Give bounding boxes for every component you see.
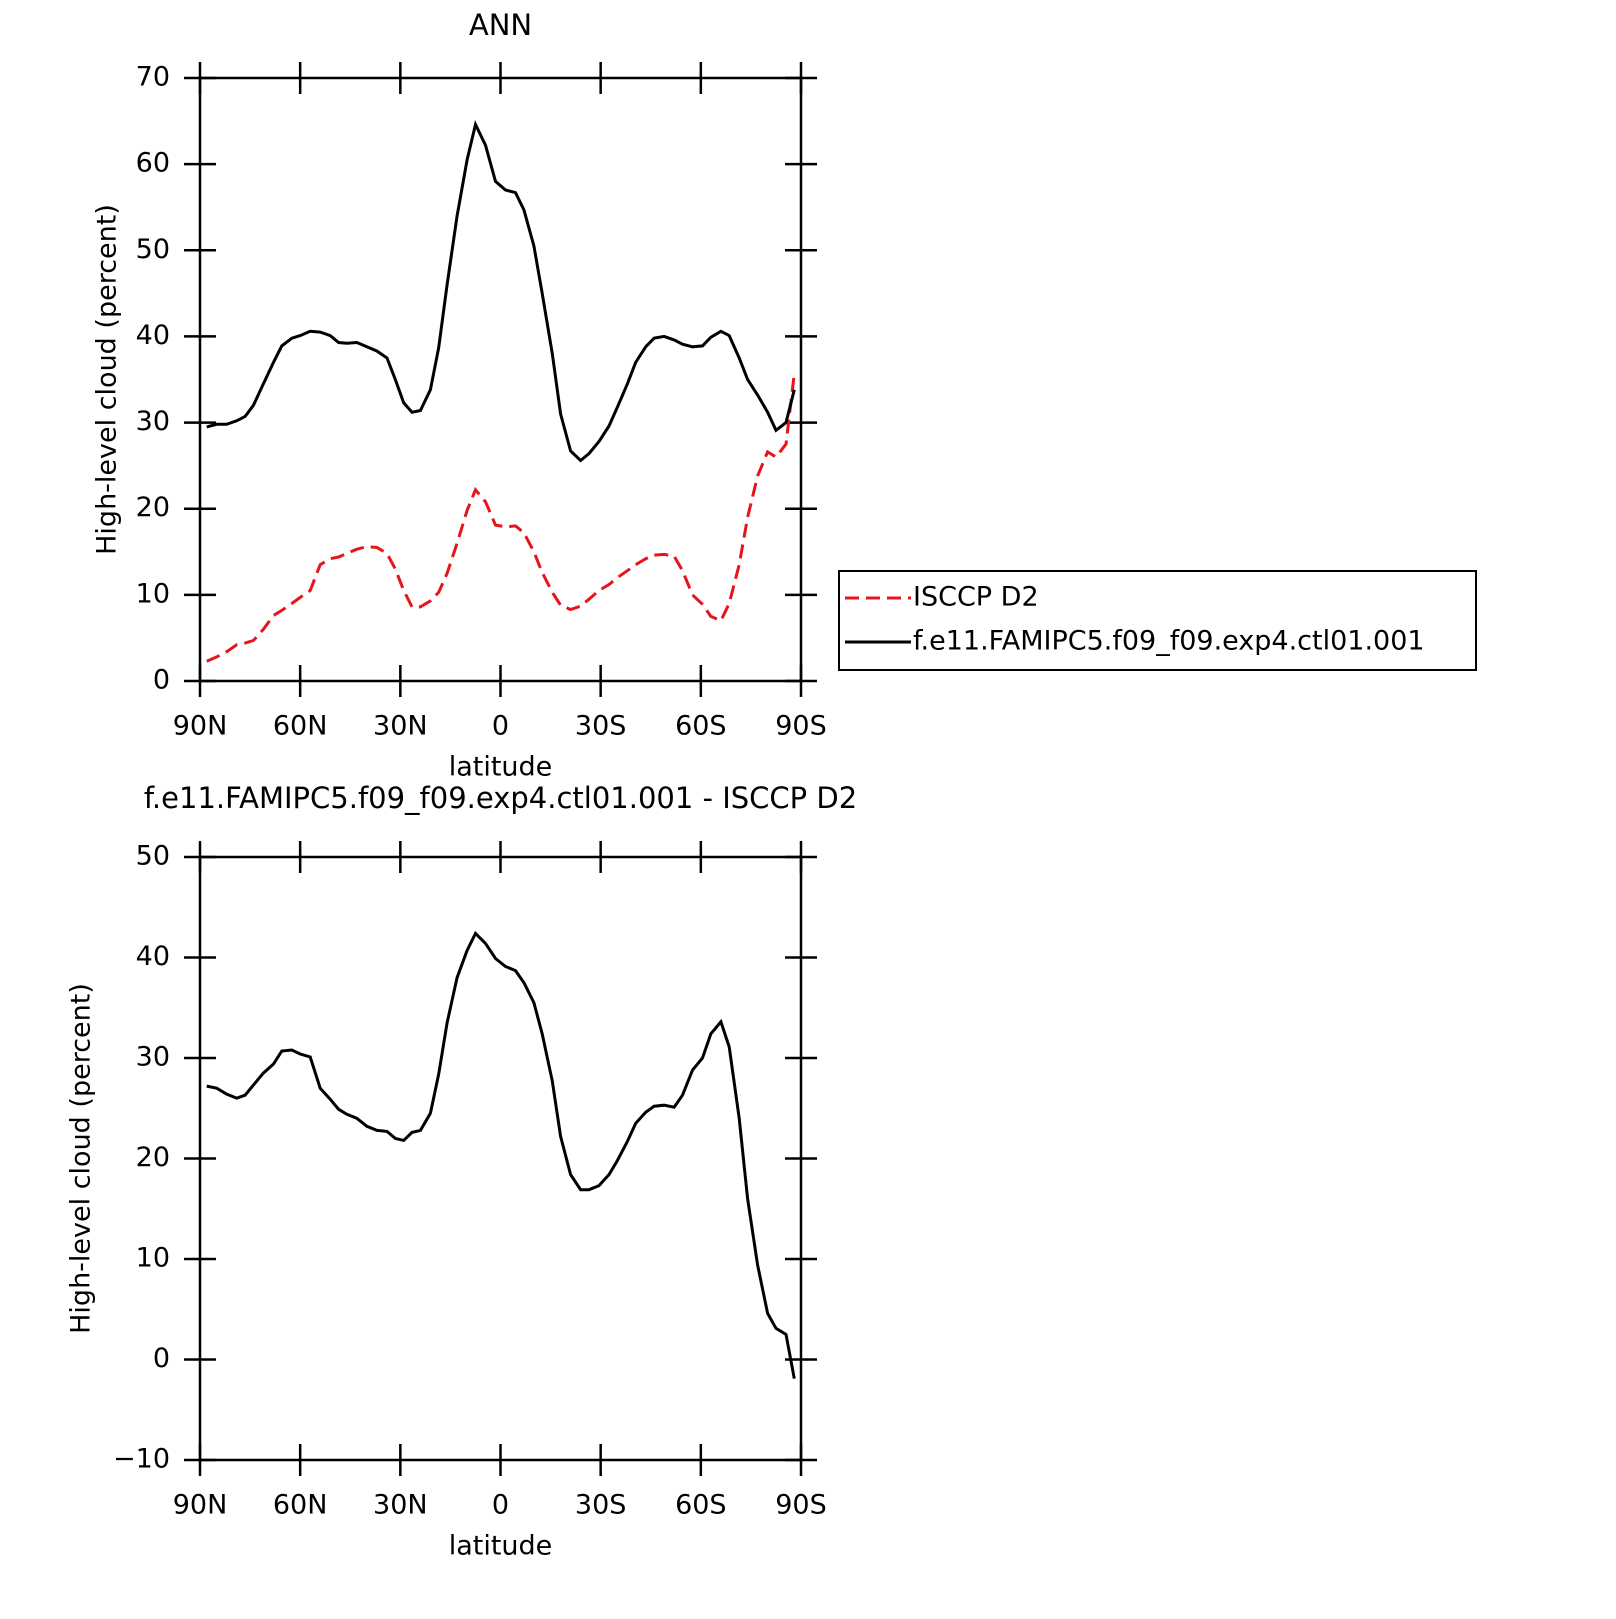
x-tick-label: 0 xyxy=(492,1490,509,1521)
plot-frame xyxy=(198,855,803,1462)
x-tick-label: 90S xyxy=(775,1490,827,1521)
x-tick-label: 0 xyxy=(492,711,509,742)
y-tick-label: 0 xyxy=(153,665,170,696)
y-tick-label: 60 xyxy=(136,148,170,179)
x-tick-label: 90S xyxy=(775,711,827,742)
chart-title: ANN xyxy=(469,8,532,42)
x-axis-label: latitude xyxy=(449,1531,553,1562)
x-tick-label: 60S xyxy=(675,1490,727,1521)
x-tick-label: 30N xyxy=(373,711,428,742)
x-tick-label: 60N xyxy=(273,711,328,742)
x-tick-label: 30S xyxy=(575,711,627,742)
y-tick-label: 0 xyxy=(153,1343,170,1374)
data-line xyxy=(206,373,796,663)
x-tick-label: 60N xyxy=(273,1490,328,1521)
y-tick-label: 30 xyxy=(136,1042,170,1073)
y-tick-label: 30 xyxy=(136,406,170,437)
y-axis-label: High-level cloud (percent) xyxy=(66,983,97,1334)
y-tick-label: 70 xyxy=(136,62,170,93)
y-tick-label: 20 xyxy=(136,1142,170,1173)
chart-title: f.e11.FAMIPC5.f09_f09.exp4.ctl01.001 - I… xyxy=(144,781,857,815)
legend-label: f.e11.FAMIPC5.f09_f09.exp4.ctl01.001 xyxy=(913,626,1425,657)
y-tick-label: 40 xyxy=(136,941,170,972)
y-tick-label: 40 xyxy=(136,320,170,351)
x-tick-label: 30S xyxy=(575,1490,627,1521)
y-axis-label: High-level cloud (percent) xyxy=(92,204,123,555)
data-line xyxy=(206,930,796,1379)
x-axis-label: latitude xyxy=(449,752,553,783)
x-tick-label: 30N xyxy=(373,1490,428,1521)
y-tick-label: 10 xyxy=(136,578,170,609)
data-line xyxy=(206,120,796,463)
legend-box xyxy=(838,570,1477,671)
y-tick-label: 10 xyxy=(136,1243,170,1274)
plot-frame xyxy=(198,76,803,683)
y-tick-label: 20 xyxy=(136,492,170,523)
legend-label: ISCCP D2 xyxy=(913,582,1039,613)
x-tick-label: 90N xyxy=(173,1490,228,1521)
x-tick-label: 60S xyxy=(675,711,727,742)
y-tick-label: 50 xyxy=(136,841,170,872)
x-tick-label: 90N xyxy=(173,711,228,742)
y-tick-label: −10 xyxy=(113,1444,170,1475)
y-tick-label: 50 xyxy=(136,234,170,265)
